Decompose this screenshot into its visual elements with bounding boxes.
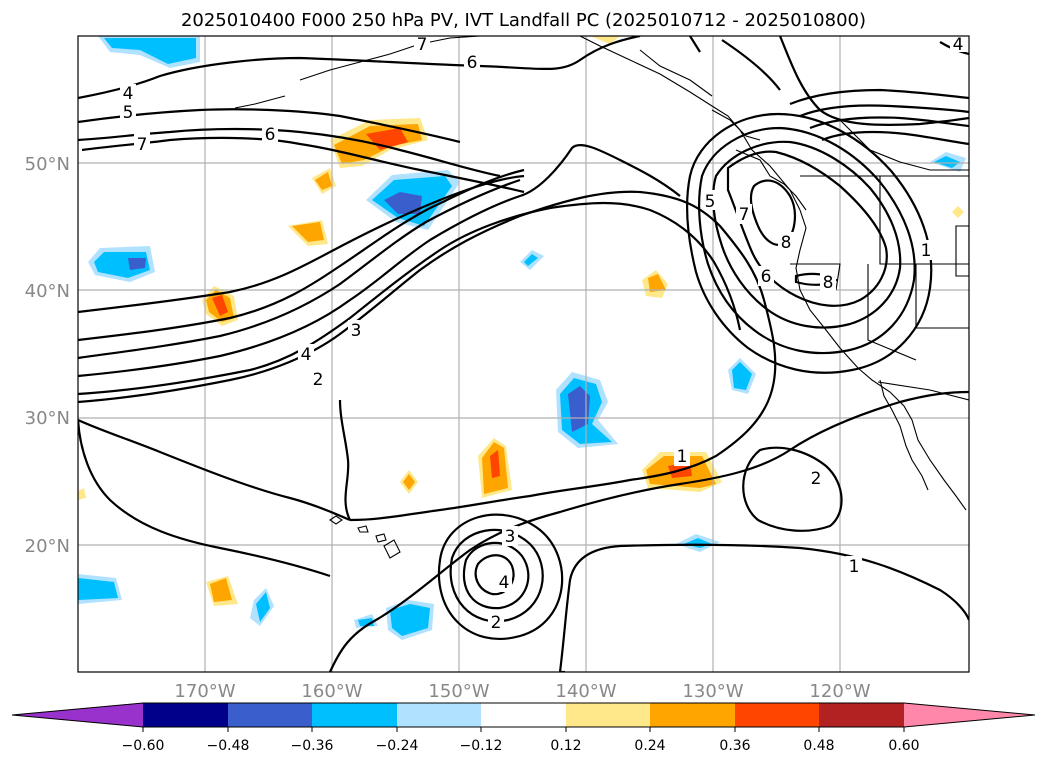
contour-label: 6 xyxy=(761,267,772,287)
gridlines xyxy=(78,36,969,672)
contour-label: 6 xyxy=(265,125,276,145)
colorbar-tick-label: 0.48 xyxy=(803,738,834,754)
ivt-contours xyxy=(78,36,969,672)
colorbar-segment xyxy=(819,703,904,727)
colorbar-segment xyxy=(481,703,566,727)
contour-label: 4 xyxy=(301,345,312,365)
contour-label: 1 xyxy=(849,557,860,577)
lon-label: 160°W xyxy=(301,681,362,702)
contour-label: 3 xyxy=(505,527,516,547)
colorbar-segment xyxy=(312,703,397,727)
lat-label: 50°N xyxy=(25,154,70,175)
lon-label: 120°W xyxy=(809,681,870,702)
lat-label: 20°N xyxy=(25,536,70,557)
lat-label: 40°N xyxy=(25,281,70,302)
lon-label: 150°W xyxy=(428,681,489,702)
colorbar-segment xyxy=(650,703,735,727)
colorbar-ticks xyxy=(142,727,905,732)
lat-label: 30°N xyxy=(25,408,70,429)
map-border xyxy=(77,35,970,673)
lon-label: 130°W xyxy=(682,681,743,702)
colorbar-segment xyxy=(228,703,312,727)
colorbar-tick-label: 0.36 xyxy=(719,738,750,754)
contour-label: 7 xyxy=(417,35,428,55)
lon-labels: 170°W 160°W 150°W 140°W 130°W 120°W xyxy=(174,681,870,702)
contour-label: 7 xyxy=(137,135,148,155)
colorbar-tick-label: 0.24 xyxy=(634,738,665,754)
contour-label: 4 xyxy=(953,35,964,55)
contour-label: 1 xyxy=(921,241,932,261)
colorbar-tick-label: −0.48 xyxy=(207,738,250,754)
colorbar-segment xyxy=(735,703,819,727)
map-title: 2025010400 F000 250 hPa PV, IVT Landfall… xyxy=(180,10,867,31)
contour-label: 1 xyxy=(677,447,688,467)
colorbar-tick-label: 0.12 xyxy=(550,738,581,754)
contour-label: 6 xyxy=(467,53,478,73)
lon-label: 140°W xyxy=(555,681,616,702)
contour-label: 8 xyxy=(781,233,792,253)
colorbar-segment xyxy=(566,703,650,727)
colorbar-tick-label: −0.12 xyxy=(460,738,503,754)
colorbar-tick-label: −0.60 xyxy=(122,738,165,754)
contour-label: 5 xyxy=(705,192,716,212)
colorbar-segment xyxy=(397,703,481,727)
contour-label: 4 xyxy=(123,84,134,104)
contour-label-group: 4 5 7 6 6 7 4 3 2 5 7 8 6 8 xyxy=(120,35,966,633)
colorbar-tick-label: −0.24 xyxy=(376,738,419,754)
colorbar-tick-label: 0.60 xyxy=(888,738,919,754)
colorbar-extend-low xyxy=(12,703,143,727)
contour-label: 2 xyxy=(491,613,502,633)
contour-label: 2 xyxy=(313,370,324,390)
colorbar-tick-label: −0.36 xyxy=(291,738,334,754)
colorbar: −0.60 −0.48 −0.36 −0.24 −0.12 0.12 0.24 … xyxy=(11,702,1036,754)
contour-label: 4 xyxy=(499,573,510,593)
colorbar-extend-high xyxy=(904,703,1035,727)
lat-labels: 50°N 40°N 30°N 20°N xyxy=(25,154,70,557)
contour-label: 2 xyxy=(811,469,822,489)
contour-label: 3 xyxy=(351,321,362,341)
contour-label: 8 xyxy=(823,273,834,293)
contour-label: 5 xyxy=(123,103,134,123)
map-panel xyxy=(78,36,969,672)
colorbar-segment xyxy=(143,703,228,727)
contour-label: 7 xyxy=(739,205,750,225)
lon-label: 170°W xyxy=(174,681,235,702)
